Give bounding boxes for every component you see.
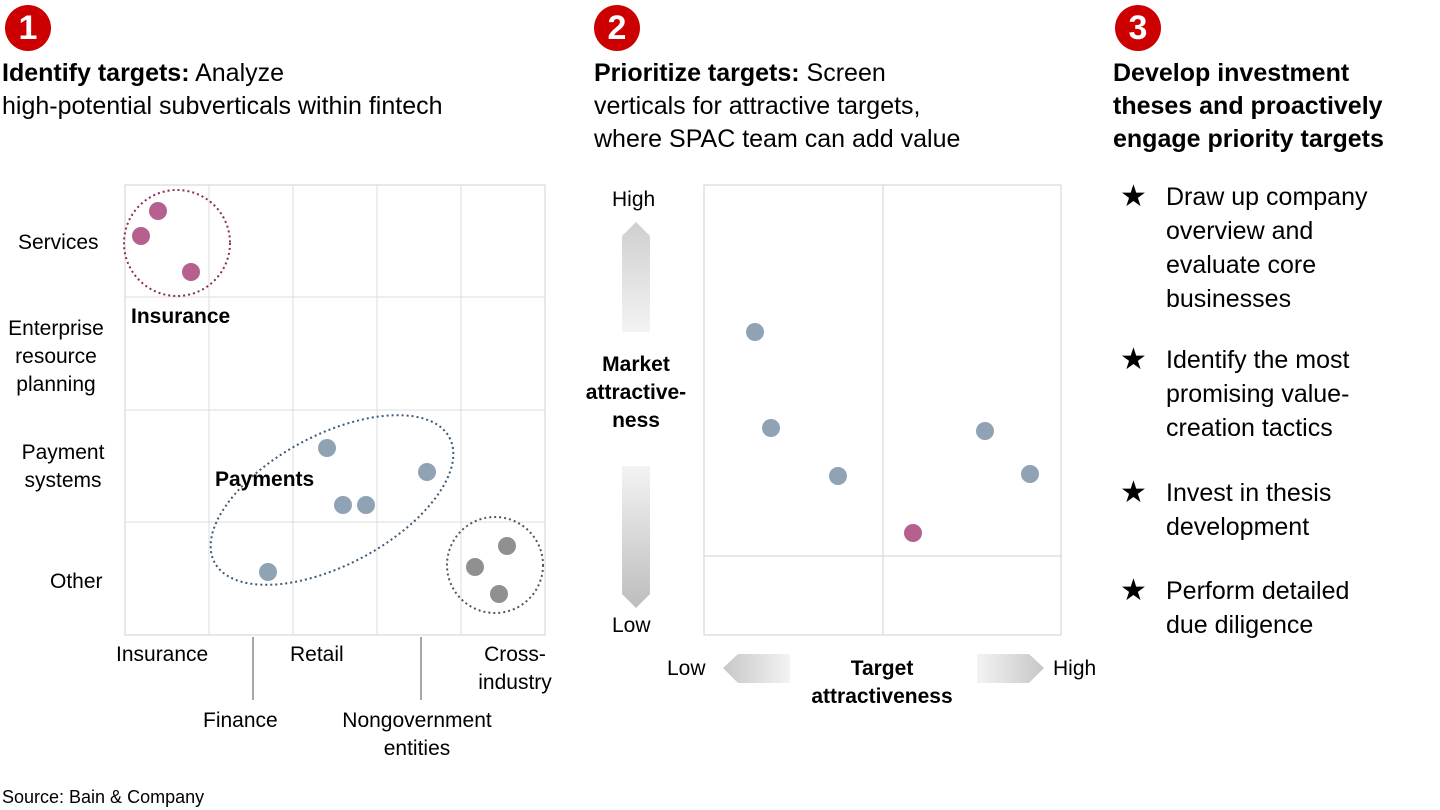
step-1-heading-rest: Analyze — [189, 59, 285, 87]
insurance-dot — [132, 227, 150, 245]
y-axis-title: Market attractive- ness — [566, 351, 706, 435]
cluster-label-insurance: Insurance — [131, 305, 231, 328]
insurance-cluster-outline — [123, 189, 231, 297]
y-axis-title-line2: attractive- — [585, 381, 687, 404]
y-axis-high-label: High — [612, 188, 656, 211]
row-label-erp: Enterprise resource planning — [0, 315, 112, 399]
step-2-heading-bold: Prioritize targets: — [594, 59, 800, 87]
row-label-erp-line1: Enterprise — [8, 317, 104, 340]
arrow-right-icon — [977, 654, 1044, 683]
step-1-heading-line2: high-potential subverticals within finte… — [2, 92, 443, 120]
step-2-heading-line2: verticals for attractive targets, — [594, 92, 921, 120]
y-axis-title-line3: ness — [612, 409, 660, 432]
y-axis-low-label: Low — [612, 614, 651, 637]
star-icon: ★ — [1120, 180, 1147, 213]
step-2-heading-line3: where SPAC team can add value — [594, 125, 961, 153]
bullet-text: Invest in thesis development — [1166, 479, 1332, 541]
column-label-nongov-line2: entities — [383, 737, 451, 760]
column-label-cross-line2: industry — [478, 671, 552, 694]
star-icon: ★ — [1120, 574, 1147, 607]
step-3-heading-line1: Develop investment — [1113, 59, 1350, 87]
row-label-payment-line2: systems — [24, 469, 102, 492]
target-dot — [976, 422, 994, 440]
payments-dots — [259, 439, 436, 581]
subvertical-grid — [124, 184, 546, 636]
x-axis-title: Target attractiveness — [782, 655, 982, 711]
x-axis-low-label: Low — [667, 657, 706, 680]
cluster-label-payments: Payments — [215, 468, 315, 491]
row-label-erp-line3: planning — [16, 373, 96, 396]
step-1-heading: Identify targets: Analyze high-potential… — [2, 57, 542, 123]
insurance-dots — [132, 202, 200, 281]
column-label-finance: Finance — [203, 709, 278, 732]
arrow-up-icon — [622, 222, 650, 332]
column-label-insurance: Insurance — [116, 643, 209, 666]
step-2-heading: Prioritize targets: Screen verticals for… — [594, 57, 1064, 156]
column-label-nongovernment: Nongovernment entities — [326, 707, 508, 763]
column-label-cross-line1: Cross- — [484, 643, 546, 666]
cross-industry-dots — [466, 537, 516, 603]
payments-dot — [259, 563, 277, 581]
step-2-heading-rest: Screen — [799, 59, 886, 87]
star-icon: ★ — [1120, 476, 1147, 509]
payments-dot — [318, 439, 336, 457]
step-1-badge: 1 — [5, 5, 51, 51]
row-label-payment-line1: Payment — [21, 441, 105, 464]
bullet-text: Draw up company overview and evaluate co… — [1166, 183, 1368, 313]
payments-dot — [418, 463, 436, 481]
row-label-other: Other — [50, 570, 103, 593]
payments-cluster-outline — [209, 414, 455, 586]
row-label-services: Services — [18, 231, 99, 254]
insurance-dot — [182, 263, 200, 281]
target-dot — [1021, 465, 1039, 483]
arrow-left-icon — [723, 654, 790, 683]
insurance-dot — [149, 202, 167, 220]
bullet-text: Perform detailed due diligence — [1166, 577, 1350, 639]
cross-industry-cluster-outline — [446, 516, 544, 614]
highlighted-target-dot — [904, 524, 922, 542]
x-axis-high-label: High — [1053, 657, 1097, 680]
cross-industry-dot — [490, 585, 508, 603]
step-3-heading-line3: engage priority targets — [1113, 125, 1384, 153]
x-axis-title-line1: Target — [850, 657, 914, 680]
target-dot — [746, 323, 764, 341]
payments-dot — [334, 496, 352, 514]
prioritization-grid — [703, 184, 1062, 636]
cross-industry-dot — [466, 558, 484, 576]
step-3-heading: Develop investment theses and proactivel… — [1113, 57, 1440, 156]
arrow-down-icon — [622, 466, 650, 608]
column-label-nongov-line1: Nongovernment — [342, 709, 492, 732]
y-axis-title-line1: Market — [602, 353, 670, 376]
step-3-badge: 3 — [1115, 5, 1161, 51]
step-1-heading-bold: Identify targets: — [2, 59, 190, 87]
cross-industry-dot — [498, 537, 516, 555]
target-dots — [746, 323, 1039, 485]
column-label-retail: Retail — [290, 643, 344, 666]
step-3-heading-line2: theses and proactively — [1113, 92, 1383, 120]
star-icon: ★ — [1120, 343, 1147, 376]
row-label-erp-line2: resource — [15, 345, 97, 368]
row-label-payment-systems: Payment systems — [8, 439, 118, 495]
target-dot — [762, 419, 780, 437]
source-note: Source: Bain & Company — [2, 787, 205, 807]
payments-dot — [357, 496, 375, 514]
target-dot — [829, 467, 847, 485]
x-axis-title-line2: attractiveness — [811, 685, 953, 708]
bullet-text: Identify the most promising value- creat… — [1166, 346, 1350, 442]
column-label-cross-industry: Cross- industry — [470, 641, 560, 697]
step-2-badge: 2 — [594, 5, 640, 51]
